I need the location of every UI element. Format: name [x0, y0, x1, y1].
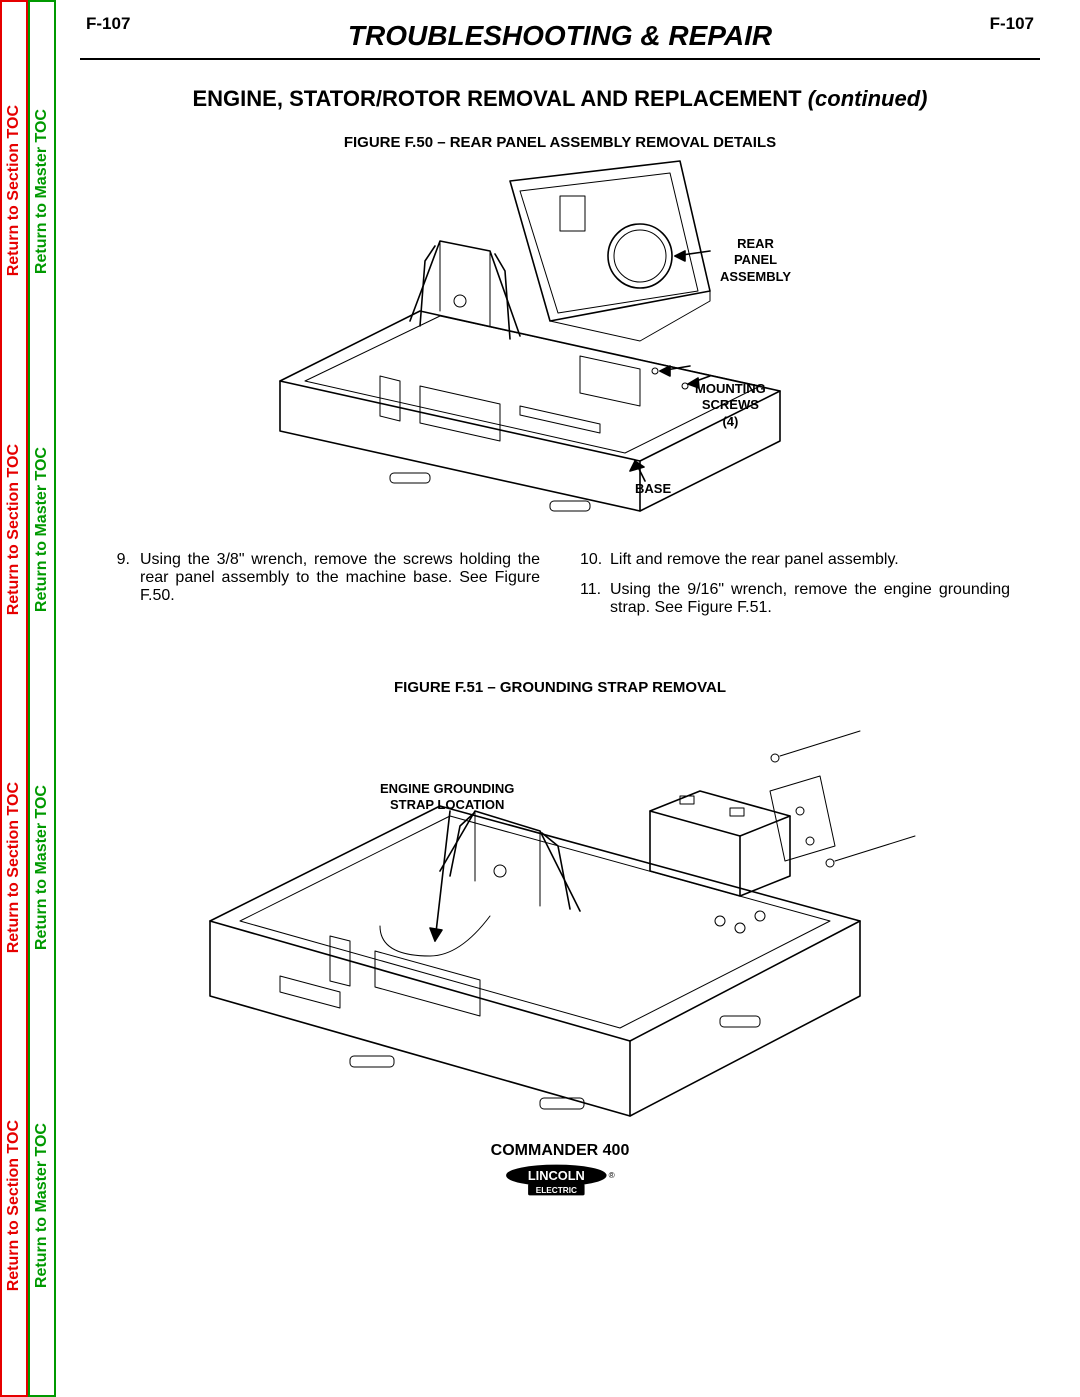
section-toc-link[interactable]: Return to Section TOC: [5, 1120, 23, 1291]
page-number-left: F-107: [86, 14, 130, 34]
callout-base: BASE: [635, 481, 671, 497]
instruction-number: 10.: [580, 551, 610, 569]
instruction-text: Using the 9/16" wrench, remove the engin…: [610, 581, 1010, 617]
brand-logo: LINCOLN ® ELECTRIC: [505, 1164, 615, 1201]
figure-f50-svg: [80, 151, 1040, 541]
figure-f50: REARPANELASSEMBLY MOUNTINGSCREWS(4) BASE: [80, 151, 1040, 541]
sidebar: Return to Section TOC Return to Section …: [0, 0, 60, 1397]
section-toc-link[interactable]: Return to Section TOC: [5, 105, 23, 276]
callout-grounding-strap: ENGINE GROUNDINGSTRAP LOCATION: [380, 781, 514, 814]
footer-product: COMMANDER 400: [80, 1142, 1040, 1160]
figure-f50-title: FIGURE F.50 – REAR PANEL ASSEMBLY REMOVA…: [80, 134, 1040, 151]
figure-f51-title: FIGURE F.51 – GROUNDING STRAP REMOVAL: [80, 679, 1040, 696]
sidebar-section-col: Return to Section TOC Return to Section …: [0, 0, 28, 1397]
instruction-9: 9. Using the 3/8" wrench, remove the scr…: [110, 551, 540, 605]
section-toc-link[interactable]: Return to Section TOC: [5, 782, 23, 953]
section-title: ENGINE, STATOR/ROTOR REMOVAL AND REPLACE…: [80, 86, 1040, 112]
section-title-main: ENGINE, STATOR/ROTOR REMOVAL AND REPLACE…: [193, 86, 802, 111]
instructions: 9. Using the 3/8" wrench, remove the scr…: [80, 551, 1040, 629]
svg-text:®: ®: [609, 1171, 615, 1180]
sidebar-master-col: Return to Master TOC Return to Master TO…: [28, 0, 56, 1397]
master-toc-link[interactable]: Return to Master TOC: [33, 1123, 51, 1288]
callout-mounting-screws: MOUNTINGSCREWS(4): [695, 381, 766, 430]
master-toc-link[interactable]: Return to Master TOC: [33, 109, 51, 274]
instruction-number: 11.: [580, 581, 610, 617]
figure-f51: ENGINE GROUNDINGSTRAP LOCATION: [80, 696, 1040, 1136]
svg-text:ELECTRIC: ELECTRIC: [536, 1186, 577, 1195]
callout-rear-panel: REARPANELASSEMBLY: [720, 236, 791, 285]
header: F-107 TROUBLESHOOTING & REPAIR F-107: [80, 14, 1040, 52]
instruction-text: Lift and remove the rear panel assembly.: [610, 551, 1010, 569]
instructions-right: 10. Lift and remove the rear panel assem…: [580, 551, 1010, 629]
svg-text:LINCOLN: LINCOLN: [528, 1168, 585, 1183]
header-rule: [80, 58, 1040, 60]
page-content: F-107 TROUBLESHOOTING & REPAIR F-107 ENG…: [80, 14, 1040, 1383]
page-number-right: F-107: [990, 14, 1034, 34]
lincoln-logo-icon: LINCOLN ® ELECTRIC: [505, 1164, 615, 1196]
master-toc-link[interactable]: Return to Master TOC: [33, 447, 51, 612]
section-title-continued: (continued): [808, 86, 928, 111]
instruction-text: Using the 3/8" wrench, remove the screws…: [140, 551, 540, 605]
figure-f51-svg: [80, 696, 1040, 1136]
page-title: TROUBLESHOOTING & REPAIR: [130, 20, 989, 52]
instruction-number: 9.: [110, 551, 140, 605]
master-toc-link[interactable]: Return to Master TOC: [33, 785, 51, 950]
instruction-10: 10. Lift and remove the rear panel assem…: [580, 551, 1010, 569]
section-toc-link[interactable]: Return to Section TOC: [5, 444, 23, 615]
instructions-left: 9. Using the 3/8" wrench, remove the scr…: [110, 551, 540, 629]
instruction-11: 11. Using the 9/16" wrench, remove the e…: [580, 581, 1010, 617]
